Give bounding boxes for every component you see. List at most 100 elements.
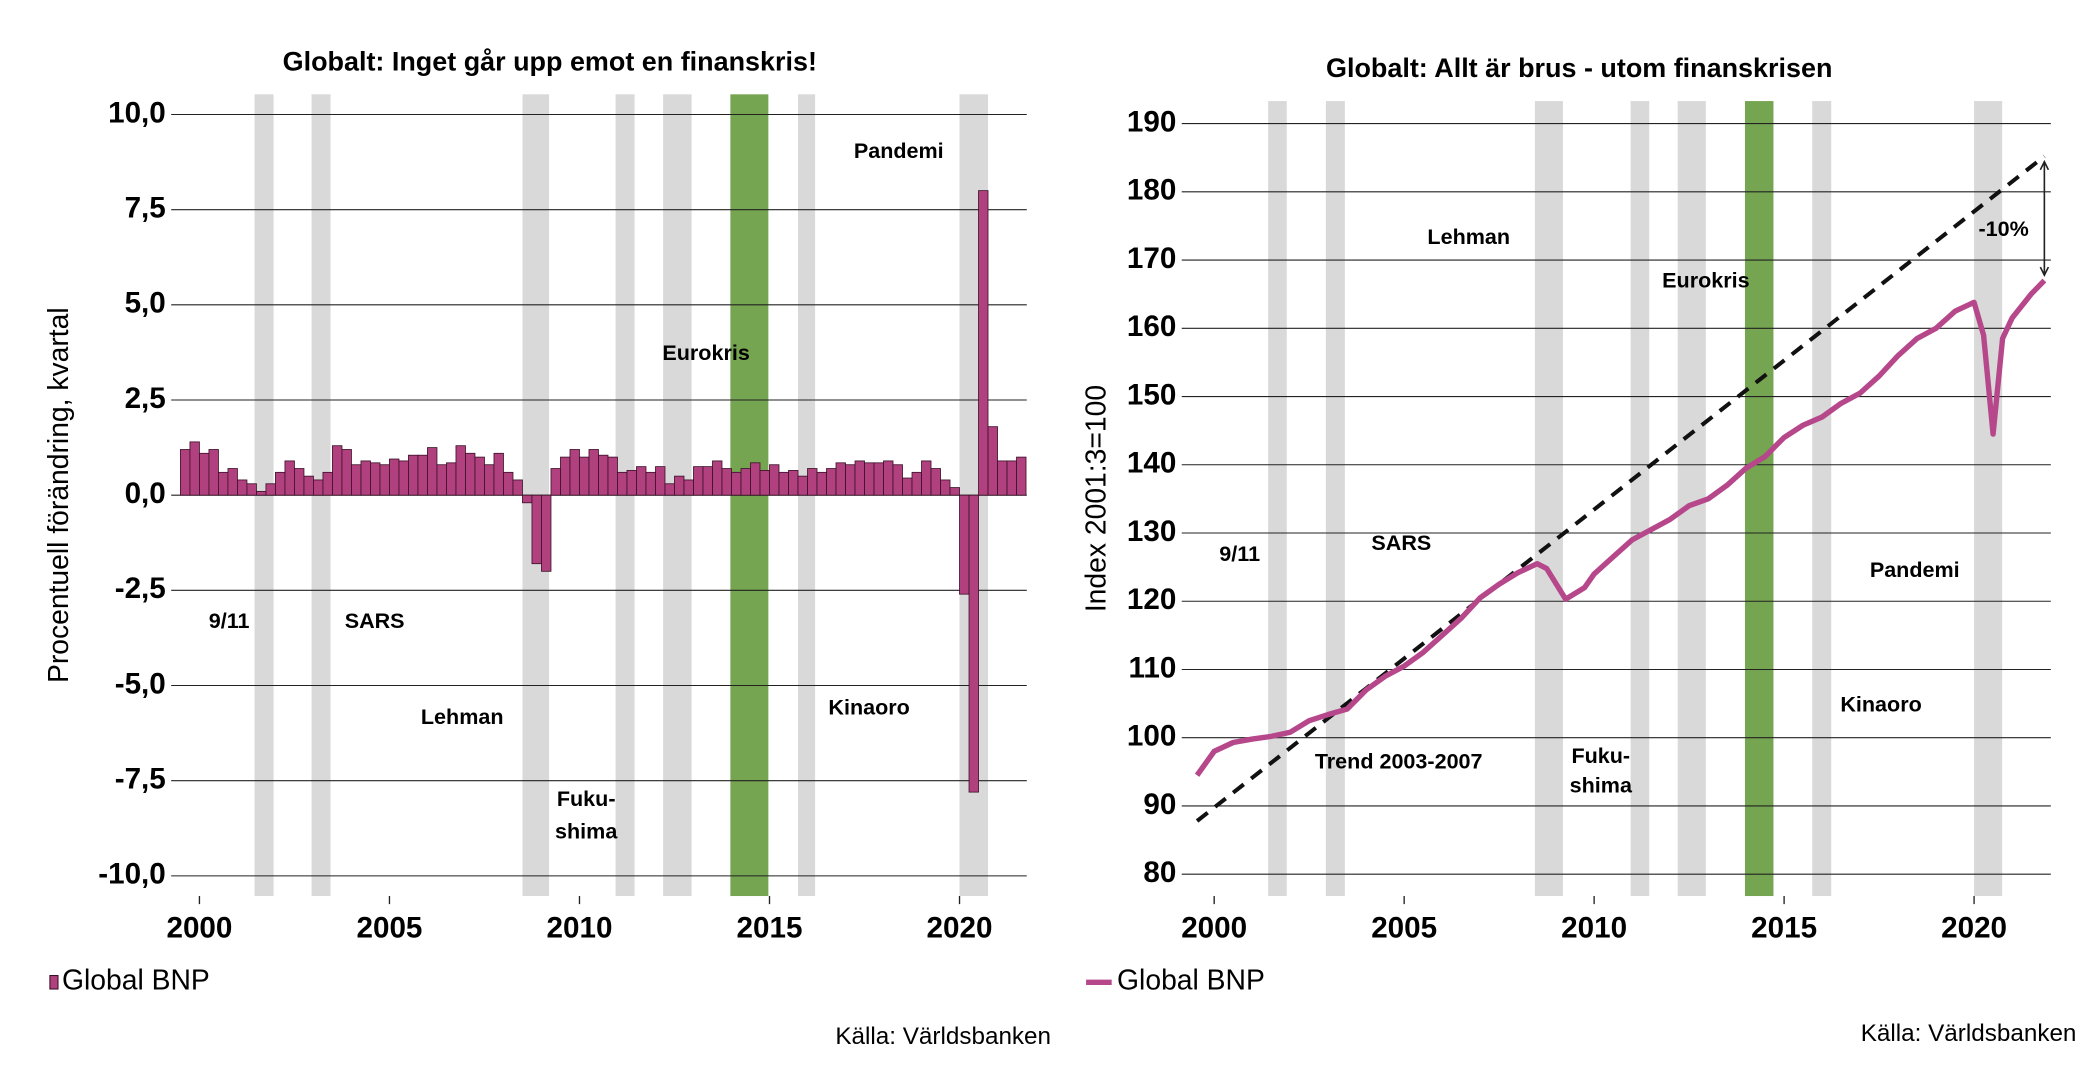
annotation: Pandemi: [1870, 557, 1960, 582]
bar: [816, 471, 827, 496]
y-tick-label: 80: [1143, 856, 1176, 889]
bar: [303, 475, 314, 496]
bar: [465, 452, 476, 496]
bar: [788, 470, 799, 496]
y-tick-label: 0,0: [125, 477, 166, 510]
y-tick-label: 190: [1127, 105, 1176, 138]
y-tick-label: -5,0: [115, 667, 166, 700]
bar: [826, 468, 837, 496]
bar: [360, 460, 371, 496]
bar: [959, 494, 970, 595]
bar: [493, 452, 504, 496]
bar: [835, 462, 846, 496]
bar: [949, 487, 960, 496]
x-tick-label: 2000: [166, 912, 232, 945]
annotation: Kinaoro: [828, 694, 909, 719]
bar: [702, 466, 713, 496]
chart-title: Globalt: Allt är brus - utom finanskrise…: [1326, 53, 1832, 83]
y-tick-label: 180: [1127, 174, 1176, 207]
bar: [199, 452, 210, 496]
shaded-period: [1534, 101, 1563, 897]
y-axis-label: Index 2001:3=100: [1080, 385, 1112, 612]
annotation: Eurokris: [1662, 267, 1749, 292]
bar: [417, 454, 428, 496]
bar: [902, 477, 913, 496]
bar: [797, 475, 808, 496]
annotation: SARS: [345, 608, 405, 633]
annotation: Kinaoro: [1840, 692, 1921, 717]
bar: [322, 471, 333, 496]
annotation: -10%: [1979, 216, 2029, 241]
bar: [645, 471, 656, 496]
bar: [341, 449, 352, 496]
shaded-period: [1812, 101, 1832, 897]
bar: [588, 449, 599, 496]
shaded-period: [1268, 101, 1287, 897]
annotation: Pandemi: [854, 138, 944, 163]
bar: [484, 464, 495, 496]
bar: [978, 190, 989, 496]
bar: [930, 468, 941, 496]
x-tick-label: 2010: [547, 912, 613, 945]
bar: [265, 483, 276, 496]
bar: [636, 466, 647, 496]
y-tick-label: -2,5: [115, 572, 166, 605]
bar: [189, 441, 200, 496]
x-tick-label: 2000: [1181, 912, 1247, 945]
y-tick-label: -7,5: [115, 763, 166, 796]
bar: [997, 460, 1008, 496]
annotation: 9/11: [209, 608, 250, 633]
bar: [389, 458, 400, 496]
bar: [246, 483, 257, 496]
bar: [778, 471, 789, 496]
bar: [921, 460, 932, 496]
bar: [408, 454, 419, 496]
bar: [550, 468, 561, 496]
x-tick-label: 2005: [357, 912, 423, 945]
bar: [854, 460, 865, 496]
y-tick-label: 150: [1127, 378, 1176, 411]
bar: [579, 456, 590, 496]
annotation: Fuku-: [1571, 743, 1630, 768]
bar: [436, 464, 447, 496]
source: Källa: Världsbanken: [1861, 1020, 2077, 1047]
bar: [313, 479, 324, 496]
bar: [883, 460, 894, 496]
y-tick-label: 140: [1127, 447, 1176, 480]
annotation: Fuku-: [557, 786, 616, 811]
annotation: Eurokris: [662, 340, 749, 365]
bar: [474, 456, 485, 496]
x-tick-label: 2020: [1941, 912, 2007, 945]
shaded-period: [1630, 101, 1650, 897]
shaded-period: [1325, 101, 1345, 897]
bar: [626, 470, 637, 496]
y-tick-label: 7,5: [125, 191, 166, 224]
y-tick-label: 10,0: [108, 96, 166, 129]
y-tick-label: 5,0: [125, 287, 166, 320]
bar: [740, 468, 751, 496]
bar: [512, 479, 523, 496]
bar: [531, 494, 542, 565]
bar: [398, 460, 409, 496]
y-tick-label: 110: [1129, 651, 1177, 684]
bar: [911, 471, 922, 496]
bar: [332, 445, 343, 496]
annotation: SARS: [1371, 530, 1431, 555]
bar: [769, 464, 780, 496]
bar: [807, 468, 818, 496]
bar: [294, 468, 305, 496]
bar: [873, 462, 884, 496]
bar: [617, 471, 628, 496]
bar: [370, 462, 381, 496]
bar: [674, 475, 685, 496]
bar: [607, 456, 618, 496]
bar: [759, 470, 770, 496]
data-line: [1194, 278, 2047, 777]
y-tick-label: 120: [1127, 583, 1176, 616]
shaded-period: [1744, 101, 1774, 897]
bar: [427, 447, 438, 496]
annotation: Lehman: [1427, 224, 1510, 249]
bar: [845, 464, 856, 496]
bar: [180, 449, 191, 496]
bar: [598, 454, 609, 496]
